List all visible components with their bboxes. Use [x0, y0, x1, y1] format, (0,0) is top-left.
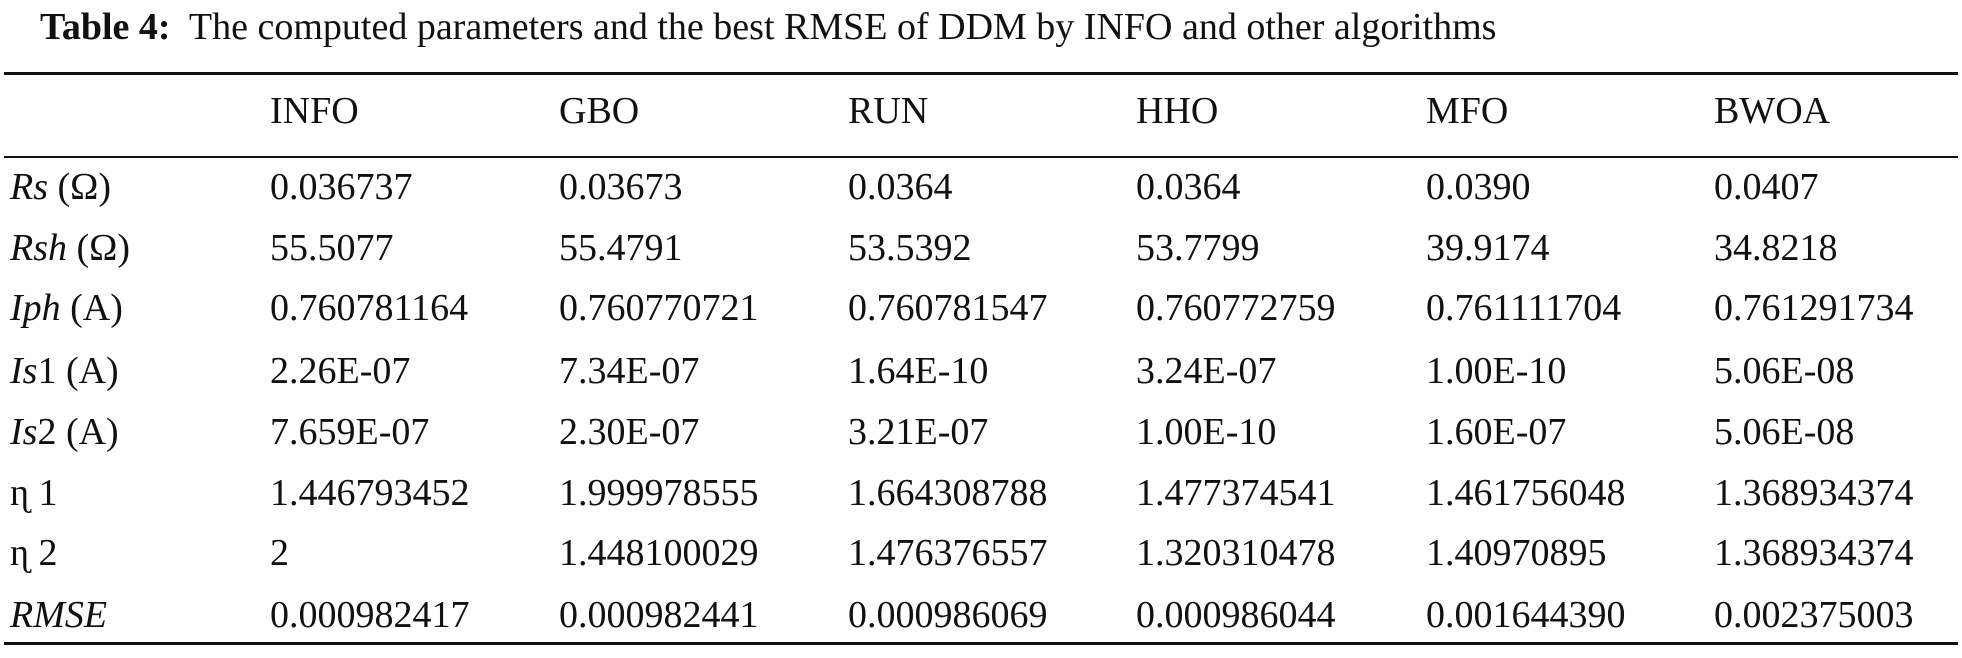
column-header: INFO [270, 90, 359, 132]
cell: 1.64E-10 [848, 350, 989, 392]
row-label-part: Is [10, 350, 38, 392]
cell: 5.06E-08 [1714, 411, 1855, 453]
column-header: RUN [848, 90, 929, 132]
cell: 2 [270, 532, 289, 574]
cell: 0.760781164 [270, 287, 469, 329]
cell: 0.760772759 [1136, 287, 1336, 329]
row-label: Rs (Ω) [10, 168, 111, 206]
column-header: MFO [1426, 90, 1509, 132]
cell: 0.000982417 [270, 594, 470, 636]
cell: 1.476376557 [848, 532, 1048, 574]
row-label-part: Rs [10, 166, 48, 208]
cell: 1.368934374 [1714, 532, 1914, 574]
row-label-part: ɳ 1 [10, 472, 58, 514]
row-label-part: RMSE [10, 594, 108, 636]
cell: 7.34E-07 [559, 350, 700, 392]
table-caption: Table 4: The computed parameters and the… [40, 8, 1496, 46]
cell: 2.30E-07 [559, 411, 700, 453]
cell: 0.0364 [848, 166, 953, 208]
column-header: BWOA [1714, 90, 1831, 132]
cell: 34.8218 [1714, 227, 1838, 269]
cell: 0.0364 [1136, 166, 1241, 208]
caption-label: Table 4: [40, 6, 171, 48]
cell: 1.461756048 [1426, 472, 1626, 514]
row-label-part: Is [10, 411, 38, 453]
row-label: Iph (A) [10, 289, 123, 327]
cell: 0.0390 [1426, 166, 1531, 208]
cell: 39.9174 [1426, 227, 1550, 269]
cell: 1.00E-10 [1426, 350, 1567, 392]
cell: 1.999978555 [559, 472, 759, 514]
cell: 1.40970895 [1426, 532, 1607, 574]
row-label: Is1 (A) [10, 352, 119, 390]
row-label: Is2 (A) [10, 413, 119, 451]
cell: 5.06E-08 [1714, 350, 1855, 392]
row-label-part: (Ω) [48, 166, 112, 208]
row-label-part: 2 (A) [37, 411, 119, 453]
cell: 0.001644390 [1426, 594, 1626, 636]
cell: 53.5392 [848, 227, 972, 269]
cell: 1.448100029 [559, 532, 759, 574]
cell: 7.659E-07 [270, 411, 430, 453]
cell: 2.26E-07 [270, 350, 411, 392]
cell: 1.00E-10 [1136, 411, 1277, 453]
cell: 1.368934374 [1714, 472, 1914, 514]
cell: 53.7799 [1136, 227, 1260, 269]
cell: 0.000986069 [848, 594, 1048, 636]
column-header: GBO [559, 90, 640, 132]
cell: 1.320310478 [1136, 532, 1336, 574]
cell: 0.000982441 [559, 594, 759, 636]
row-label-part: (A) [60, 287, 123, 329]
cell: 0.760770721 [559, 287, 759, 329]
cell: 0.761111704 [1426, 287, 1622, 329]
row-label: RMSE [10, 596, 107, 634]
row-label-part: Rsh [10, 227, 67, 269]
row-label-part: Iph [10, 287, 61, 329]
header-rule [4, 156, 1958, 158]
cell: 0.761291734 [1714, 287, 1914, 329]
row-label: ɳ 2 [10, 534, 58, 572]
cell: 0.760781547 [848, 287, 1048, 329]
cell: 3.24E-07 [1136, 350, 1277, 392]
row-label-part: (Ω) [67, 227, 131, 269]
top-rule [4, 72, 1958, 75]
cell: 0.03673 [559, 166, 683, 208]
cell: 1.446793452 [270, 472, 470, 514]
cell: 0.002375003 [1714, 594, 1914, 636]
bottom-rule [4, 642, 1958, 645]
caption-text: The computed parameters and the best RMS… [170, 6, 1497, 48]
cell: 55.5077 [270, 227, 394, 269]
row-label: ɳ 1 [10, 474, 58, 512]
cell: 55.4791 [559, 227, 683, 269]
row-label: Rsh (Ω) [10, 229, 130, 267]
cell: 0.0407 [1714, 166, 1819, 208]
cell: 1.477374541 [1136, 472, 1336, 514]
cell: 3.21E-07 [848, 411, 989, 453]
column-header: HHO [1136, 90, 1219, 132]
cell: 1.664308788 [848, 472, 1048, 514]
cell: 0.000986044 [1136, 594, 1336, 636]
row-label-part: 1 (A) [37, 350, 119, 392]
row-label-part: ɳ 2 [10, 532, 58, 574]
cell: 1.60E-07 [1426, 411, 1567, 453]
cell: 0.036737 [270, 166, 413, 208]
